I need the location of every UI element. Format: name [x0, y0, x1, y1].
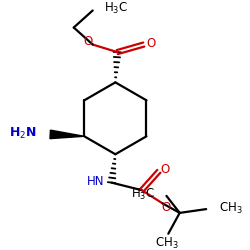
Text: H$_2$N: H$_2$N	[9, 126, 37, 141]
Text: O: O	[161, 163, 170, 176]
Text: O: O	[83, 35, 92, 48]
Text: O: O	[162, 201, 171, 214]
Text: CH$_3$: CH$_3$	[154, 236, 178, 250]
Text: CH$_3$: CH$_3$	[220, 200, 243, 216]
Text: HN: HN	[86, 175, 104, 188]
Polygon shape	[50, 130, 84, 139]
Text: H$_3$C: H$_3$C	[131, 186, 155, 202]
Text: H$_3$C: H$_3$C	[104, 1, 128, 16]
Text: O: O	[147, 37, 156, 50]
